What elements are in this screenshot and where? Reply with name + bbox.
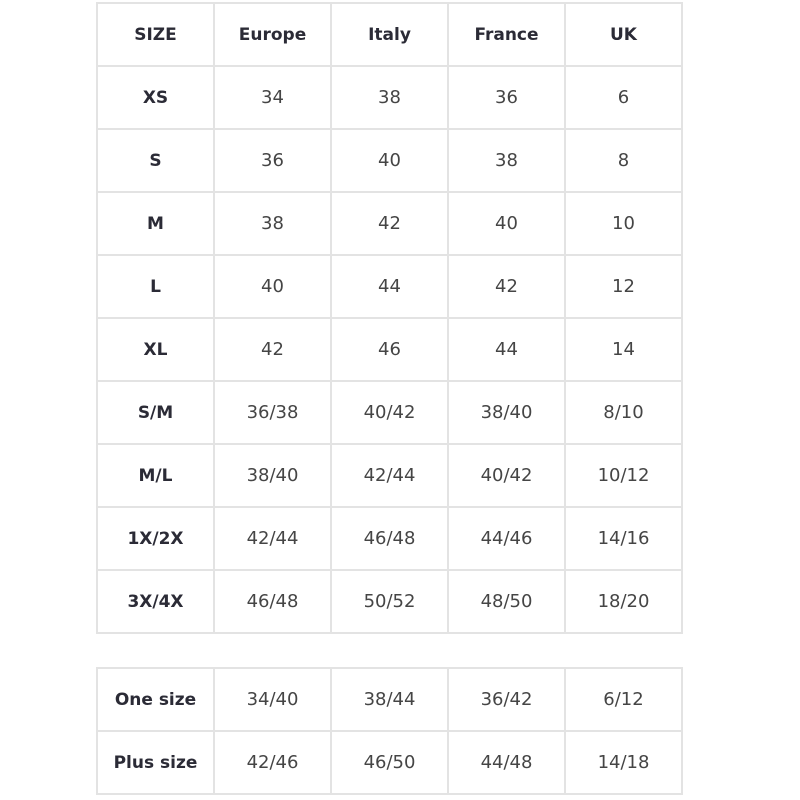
table-cell: 42 <box>330 191 449 256</box>
table-cell: 36/38 <box>213 380 332 445</box>
table-cell: 42/44 <box>213 506 332 571</box>
table-cell: 46/50 <box>330 730 449 795</box>
row-header-cell: M <box>96 191 215 256</box>
table-cell: 44/48 <box>447 730 566 795</box>
table-cell: 46/48 <box>213 569 332 634</box>
table-cell: 14 <box>564 317 683 382</box>
table-row: M 38 42 40 10 <box>96 191 683 256</box>
table-cell: 44/46 <box>447 506 566 571</box>
table-cell: 46/48 <box>330 506 449 571</box>
column-header: France <box>447 2 566 67</box>
special-size-table: One size 34/40 38/44 36/42 6/12 Plus size 42/4… <box>96 667 683 795</box>
row-header-cell: 3X/4X <box>96 569 215 634</box>
column-header: Italy <box>330 2 449 67</box>
table-cell: 42/44 <box>330 443 449 508</box>
table-cell: 14/18 <box>564 730 683 795</box>
table-cell: 44 <box>330 254 449 319</box>
table-row: S 36 40 38 8 <box>96 128 683 193</box>
table-row: S/M 36/38 40/42 38/40 8/10 <box>96 380 683 445</box>
table-cell: 36/42 <box>447 667 566 732</box>
table-row: XS 34 38 36 6 <box>96 65 683 130</box>
row-header-cell: S/M <box>96 380 215 445</box>
table-cell: 18/20 <box>564 569 683 634</box>
row-header-cell: Plus size <box>96 730 215 795</box>
row-header-cell: XL <box>96 317 215 382</box>
table-cell: 48/50 <box>447 569 566 634</box>
table-cell: 46 <box>330 317 449 382</box>
table-cell: 42 <box>447 254 566 319</box>
table-row: 1X/2X 42/44 46/48 44/46 14/16 <box>96 506 683 571</box>
size-conversion-table: SIZE Europe Italy France UK XS 34 38 36 6 S 36 40 38 8… <box>96 2 683 634</box>
table-cell: 38 <box>330 65 449 130</box>
table-cell: 42 <box>213 317 332 382</box>
table-cell: 40/42 <box>447 443 566 508</box>
table-cell: 10/12 <box>564 443 683 508</box>
row-header-cell: M/L <box>96 443 215 508</box>
table-cell: 38/40 <box>213 443 332 508</box>
row-header-cell: XS <box>96 65 215 130</box>
table-cell: 40 <box>447 191 566 256</box>
row-header-cell: S <box>96 128 215 193</box>
table-row: L 40 44 42 12 <box>96 254 683 319</box>
table-cell: 8/10 <box>564 380 683 445</box>
table-row: M/L 38/40 42/44 40/42 10/12 <box>96 443 683 508</box>
table-cell: 6 <box>564 65 683 130</box>
table-cell: 38/44 <box>330 667 449 732</box>
table-cell: 8 <box>564 128 683 193</box>
row-header-cell: One size <box>96 667 215 732</box>
table-cell: 14/16 <box>564 506 683 571</box>
table-cell: 12 <box>564 254 683 319</box>
table-cell: 40 <box>330 128 449 193</box>
row-header-cell: L <box>96 254 215 319</box>
table-cell: 42/46 <box>213 730 332 795</box>
column-header: SIZE <box>96 2 215 67</box>
table-cell: 40 <box>213 254 332 319</box>
table-row: Plus size 42/46 46/50 44/48 14/18 <box>96 730 683 795</box>
table-cell: 40/42 <box>330 380 449 445</box>
table-row: XL 42 46 44 14 <box>96 317 683 382</box>
table-cell: 38 <box>213 191 332 256</box>
header-row: SIZE Europe Italy France UK <box>96 2 683 67</box>
table-cell: 6/12 <box>564 667 683 732</box>
table-cell: 38/40 <box>447 380 566 445</box>
table-cell: 44 <box>447 317 566 382</box>
table-cell: 34 <box>213 65 332 130</box>
table-cell: 34/40 <box>213 667 332 732</box>
table-row: 3X/4X 46/48 50/52 48/50 18/20 <box>96 569 683 634</box>
table-cell: 10 <box>564 191 683 256</box>
table-cell: 36 <box>447 65 566 130</box>
column-header: Europe <box>213 2 332 67</box>
table-cell: 50/52 <box>330 569 449 634</box>
table-cell: 36 <box>213 128 332 193</box>
row-header-cell: 1X/2X <box>96 506 215 571</box>
column-header: UK <box>564 2 683 67</box>
table-row: One size 34/40 38/44 36/42 6/12 <box>96 667 683 732</box>
table-cell: 38 <box>447 128 566 193</box>
